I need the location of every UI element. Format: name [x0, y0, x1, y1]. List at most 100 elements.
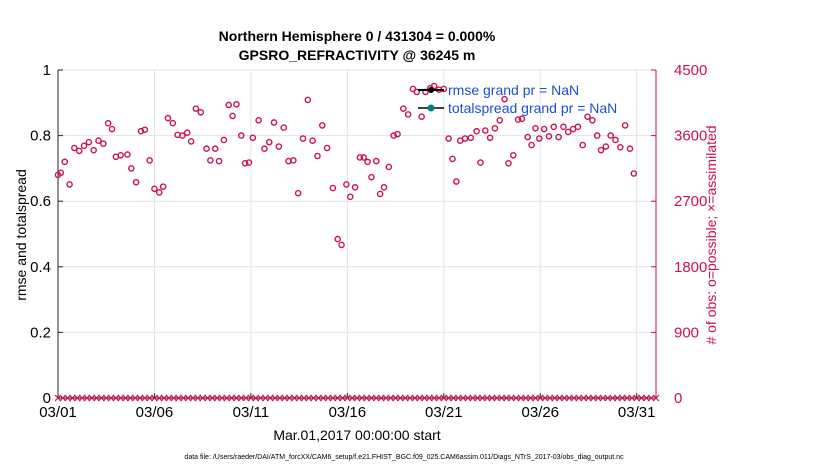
obs-possible-point: [237, 132, 245, 139]
obs-possible-point: [550, 123, 558, 131]
y-tick-left-label: 0.6: [30, 193, 51, 210]
obs-possible-point: [564, 128, 572, 136]
obs-possible-point: [535, 135, 543, 142]
x-tick-label: 03/11: [233, 404, 269, 421]
y-tick-right-label: 4500: [674, 62, 707, 79]
footer-data-file: data file: /Users/raeder/DAI/ATM_forcXX/…: [184, 454, 624, 461]
obs-possible-point: [100, 140, 107, 147]
data-marks: [54, 82, 660, 402]
obs-possible-point: [518, 115, 526, 123]
obs-possible-point: [225, 101, 233, 109]
obs-possible-point: [360, 154, 368, 161]
obs-possible-point: [85, 138, 93, 146]
obs-possible-point: [449, 155, 456, 163]
obs-possible-point: [71, 144, 78, 152]
obs-possible-point: [473, 127, 480, 135]
y-tick-left-label: 0.4: [30, 259, 51, 276]
x-tick-label: 03/31: [618, 404, 656, 421]
y-tick-left-label: 0: [43, 390, 51, 407]
obs-possible-point: [593, 132, 601, 139]
obs-possible-point: [275, 143, 283, 150]
obs-possible-point: [440, 85, 448, 93]
obs-possible-point: [376, 190, 384, 198]
obs-possible-point: [467, 134, 475, 142]
y-tick-right-label: 0: [674, 390, 682, 407]
obs-possible-point: [509, 151, 517, 159]
obs-assimilated-point: [652, 394, 660, 402]
obs-possible-point: [621, 122, 629, 129]
x-tick-label: 03/01: [39, 404, 77, 421]
obs-possible-point: [61, 158, 69, 166]
obs-possible-point: [309, 137, 316, 145]
obs-possible-point: [211, 145, 219, 153]
obs-possible-point: [192, 105, 200, 112]
legend-spread-marker: [427, 104, 435, 112]
obs-possible-point: [249, 134, 257, 142]
obs-possible-point: [57, 169, 65, 177]
obs-possible-point: [501, 95, 508, 103]
y-axis-left-label: rmse and totalspread: [13, 169, 29, 301]
x-tick-label: 03/16: [329, 404, 367, 421]
obs-possible-point: [294, 189, 302, 197]
y-tick-left-label: 0.2: [30, 324, 51, 341]
grid: [57, 69, 656, 399]
obs-possible-point: [514, 116, 522, 123]
obs-possible-point: [245, 159, 253, 166]
obs-possible-point: [612, 136, 619, 144]
obs-possible-point: [117, 151, 124, 159]
obs-possible-point: [390, 132, 397, 139]
obs-possible-point: [187, 138, 195, 145]
obs-possible-point: [169, 119, 177, 127]
obs-possible-point: [630, 170, 638, 177]
obs-possible-point: [461, 135, 469, 142]
obs-possible-point: [617, 143, 624, 151]
obs-possible-point: [364, 158, 371, 166]
obs-possible-point: [496, 116, 504, 124]
obs-possible-point: [104, 119, 112, 127]
y-tick-left-label: 0.8: [30, 128, 51, 145]
legend-spread-label: totalspread grand pr = NaN: [448, 100, 617, 116]
obs-possible-point: [220, 136, 228, 144]
obs-possible-point: [545, 133, 553, 140]
obs-possible-point: [270, 119, 278, 126]
obs-possible-point: [141, 126, 149, 134]
obs-possible-point: [579, 141, 586, 149]
y-tick-right-label: 3600: [674, 128, 707, 145]
obs-possible-point: [124, 151, 131, 158]
obs-possible-point: [241, 159, 249, 167]
obs-possible-point: [80, 142, 88, 150]
obs-possible-point: [413, 88, 421, 96]
legend-rmse-marker: [428, 87, 434, 93]
obs-possible-point: [602, 143, 610, 150]
obs-possible-point: [394, 130, 401, 138]
obs-possible-point: [155, 189, 163, 196]
y-tick-right-label: 1800: [674, 259, 707, 276]
y-axis-right-label: # of obs: o=possible; ×=assimilated: [703, 125, 719, 344]
obs-possible-point: [197, 108, 205, 116]
obs-possible-point: [329, 184, 337, 192]
obs-possible-point: [164, 114, 172, 122]
obs-possible-point: [95, 137, 102, 145]
legend: rmse grand pr = NaN totalspread grand pr…: [418, 82, 617, 116]
obs-possible-point: [505, 159, 512, 167]
obs-possible-point: [445, 135, 452, 142]
obs-possible-point: [265, 138, 273, 146]
obs-assimilated-stroke: [652, 394, 660, 402]
obs-possible-point: [356, 154, 364, 161]
obs-possible-point: [334, 235, 342, 243]
chart-title-line2: GPSRO_REFRACTIVITY @ 36245 m: [239, 47, 476, 63]
obs-possible-point: [338, 241, 345, 249]
obs-possible-point: [453, 178, 460, 185]
obs-possible-point: [151, 185, 158, 193]
obs-possible-point: [481, 127, 489, 134]
obs-possible-point: [255, 116, 262, 124]
obs-possible-point: [385, 163, 393, 171]
obs-possible-point: [137, 127, 145, 135]
obs-possible-point: [399, 105, 407, 112]
obs-possible-point: [318, 122, 326, 129]
y-tick-right-label: 2700: [674, 193, 707, 210]
obs-possible-point: [343, 181, 350, 188]
obs-possible-point: [207, 157, 214, 164]
obs-possible-point: [146, 157, 153, 164]
